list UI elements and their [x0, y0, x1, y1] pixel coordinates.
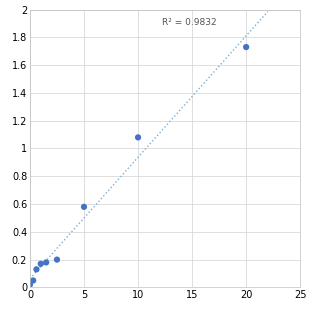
Point: [135, 135, 140, 140]
Point: [55, 257, 60, 262]
Point: [31, 278, 36, 283]
Point: [38, 261, 43, 266]
Point: [244, 45, 249, 50]
Text: R² = 0.9832: R² = 0.9832: [162, 18, 217, 27]
Point: [34, 267, 39, 272]
Point: [44, 260, 49, 265]
Point: [27, 282, 32, 287]
Point: [81, 204, 86, 209]
